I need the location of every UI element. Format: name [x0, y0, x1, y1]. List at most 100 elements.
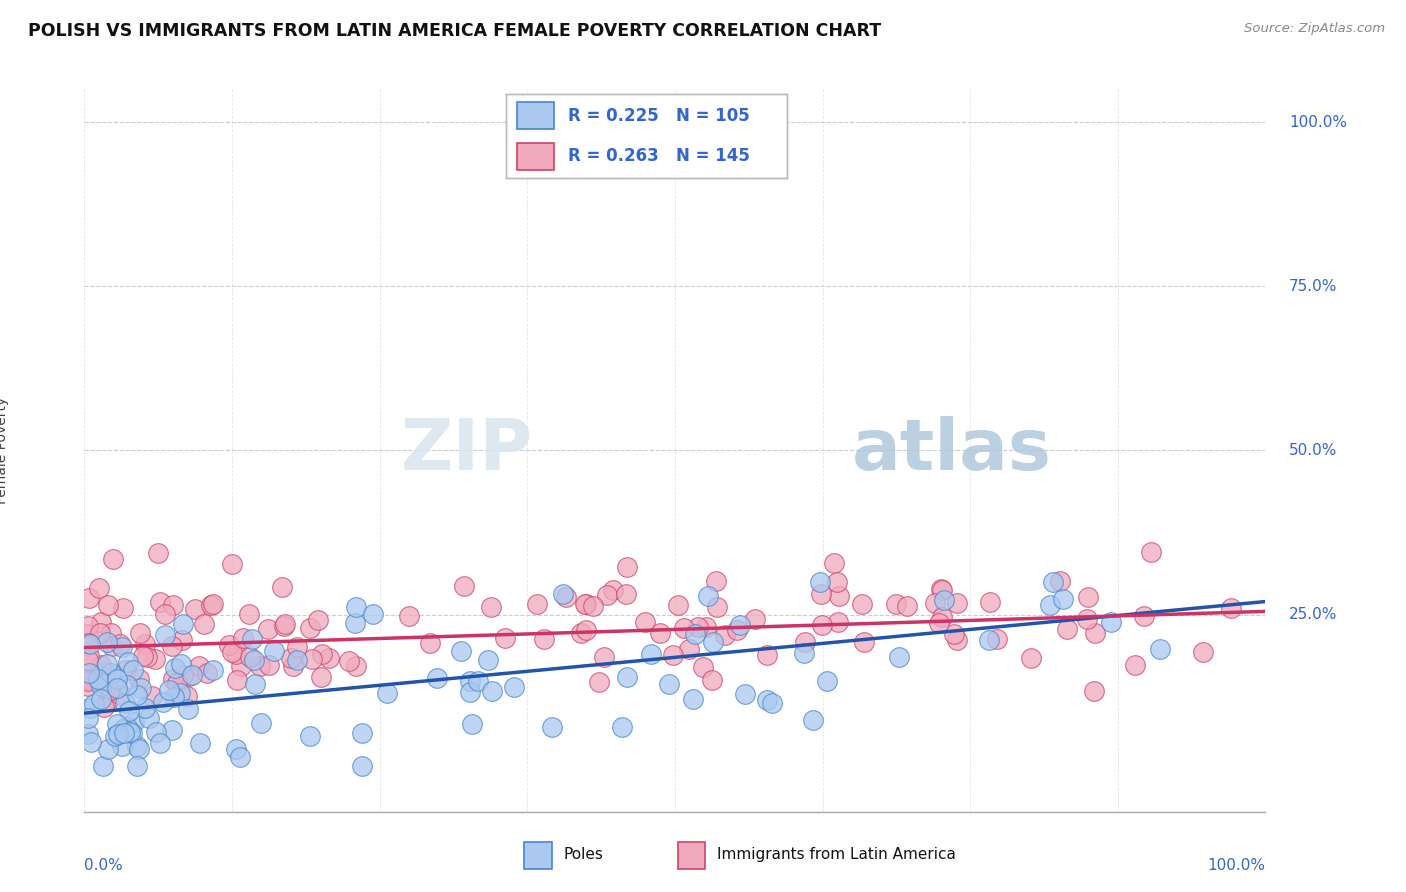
Point: [77, 648, 100, 663]
Point: [931, 609, 953, 624]
Text: Immigrants from Latin America: Immigrants from Latin America: [717, 847, 956, 862]
Point: [240, 632, 263, 647]
Point: [1099, 615, 1122, 629]
Point: [94, 665, 117, 680]
Point: [533, 632, 555, 646]
Point: [138, 711, 160, 725]
Point: [166, 676, 188, 690]
Point: [810, 587, 832, 601]
Point: [704, 574, 727, 588]
Point: [1076, 612, 1098, 626]
Point: [249, 715, 271, 730]
Point: [318, 651, 340, 665]
Point: [263, 644, 285, 658]
Point: [929, 582, 952, 596]
Point: [682, 691, 704, 706]
Point: [678, 642, 700, 657]
Point: [614, 587, 637, 601]
Point: [702, 635, 724, 649]
Point: [90, 615, 112, 629]
Point: [706, 600, 728, 615]
Point: [285, 640, 308, 655]
Point: [810, 617, 832, 632]
Point: [661, 648, 683, 663]
Point: [257, 622, 280, 636]
Point: [165, 661, 187, 675]
Point: [481, 684, 503, 698]
Point: [755, 648, 778, 662]
Point: [162, 598, 184, 612]
Bar: [517, 103, 554, 129]
Point: [200, 598, 222, 612]
Point: [79, 700, 101, 714]
Point: [460, 717, 482, 731]
Point: [184, 602, 207, 616]
Point: [569, 626, 592, 640]
Point: [90, 692, 112, 706]
Point: [153, 628, 176, 642]
Point: [243, 653, 266, 667]
Point: [640, 647, 662, 661]
Point: [725, 624, 748, 638]
Point: [226, 673, 249, 687]
Point: [648, 625, 671, 640]
Point: [115, 663, 138, 677]
Point: [121, 726, 143, 740]
Point: [1077, 590, 1099, 604]
Point: [221, 557, 243, 571]
Point: [170, 657, 193, 671]
Point: [231, 658, 253, 673]
Point: [125, 688, 148, 702]
Point: [761, 696, 783, 710]
Point: [90, 679, 112, 693]
Text: 100.0%: 100.0%: [1289, 114, 1347, 129]
Point: [458, 684, 481, 698]
Point: [105, 681, 128, 696]
Point: [616, 559, 638, 574]
Point: [243, 677, 266, 691]
Point: [307, 613, 329, 627]
Point: [160, 723, 183, 738]
Point: [979, 595, 1001, 609]
Point: [160, 639, 183, 653]
Point: [122, 714, 145, 729]
Point: [481, 599, 503, 614]
Point: [979, 633, 1001, 648]
Point: [309, 669, 332, 683]
Point: [398, 609, 420, 624]
Point: [896, 599, 918, 613]
Point: [128, 672, 150, 686]
Point: [299, 621, 322, 635]
Point: [728, 617, 751, 632]
Point: [886, 597, 908, 611]
Point: [658, 676, 681, 690]
Point: [90, 658, 112, 673]
Point: [77, 680, 100, 694]
Point: [610, 720, 633, 734]
Point: [115, 678, 138, 692]
Point: [592, 650, 614, 665]
Point: [257, 657, 280, 672]
Point: [176, 689, 198, 703]
Text: atlas: atlas: [852, 416, 1052, 485]
Point: [575, 597, 598, 611]
Point: [1049, 574, 1071, 588]
Point: [108, 637, 131, 651]
Point: [582, 599, 605, 613]
Point: [101, 552, 124, 566]
Point: [177, 702, 200, 716]
Point: [696, 589, 718, 603]
Point: [141, 689, 163, 703]
Point: [239, 650, 262, 665]
Point: [80, 735, 103, 749]
Point: [149, 736, 172, 750]
Point: [810, 574, 832, 589]
Text: ZIP: ZIP: [401, 416, 533, 485]
Point: [134, 701, 156, 715]
Point: [815, 674, 838, 689]
Point: [125, 739, 148, 754]
Point: [134, 637, 156, 651]
Point: [555, 590, 578, 604]
Point: [744, 612, 766, 626]
Point: [526, 597, 548, 611]
